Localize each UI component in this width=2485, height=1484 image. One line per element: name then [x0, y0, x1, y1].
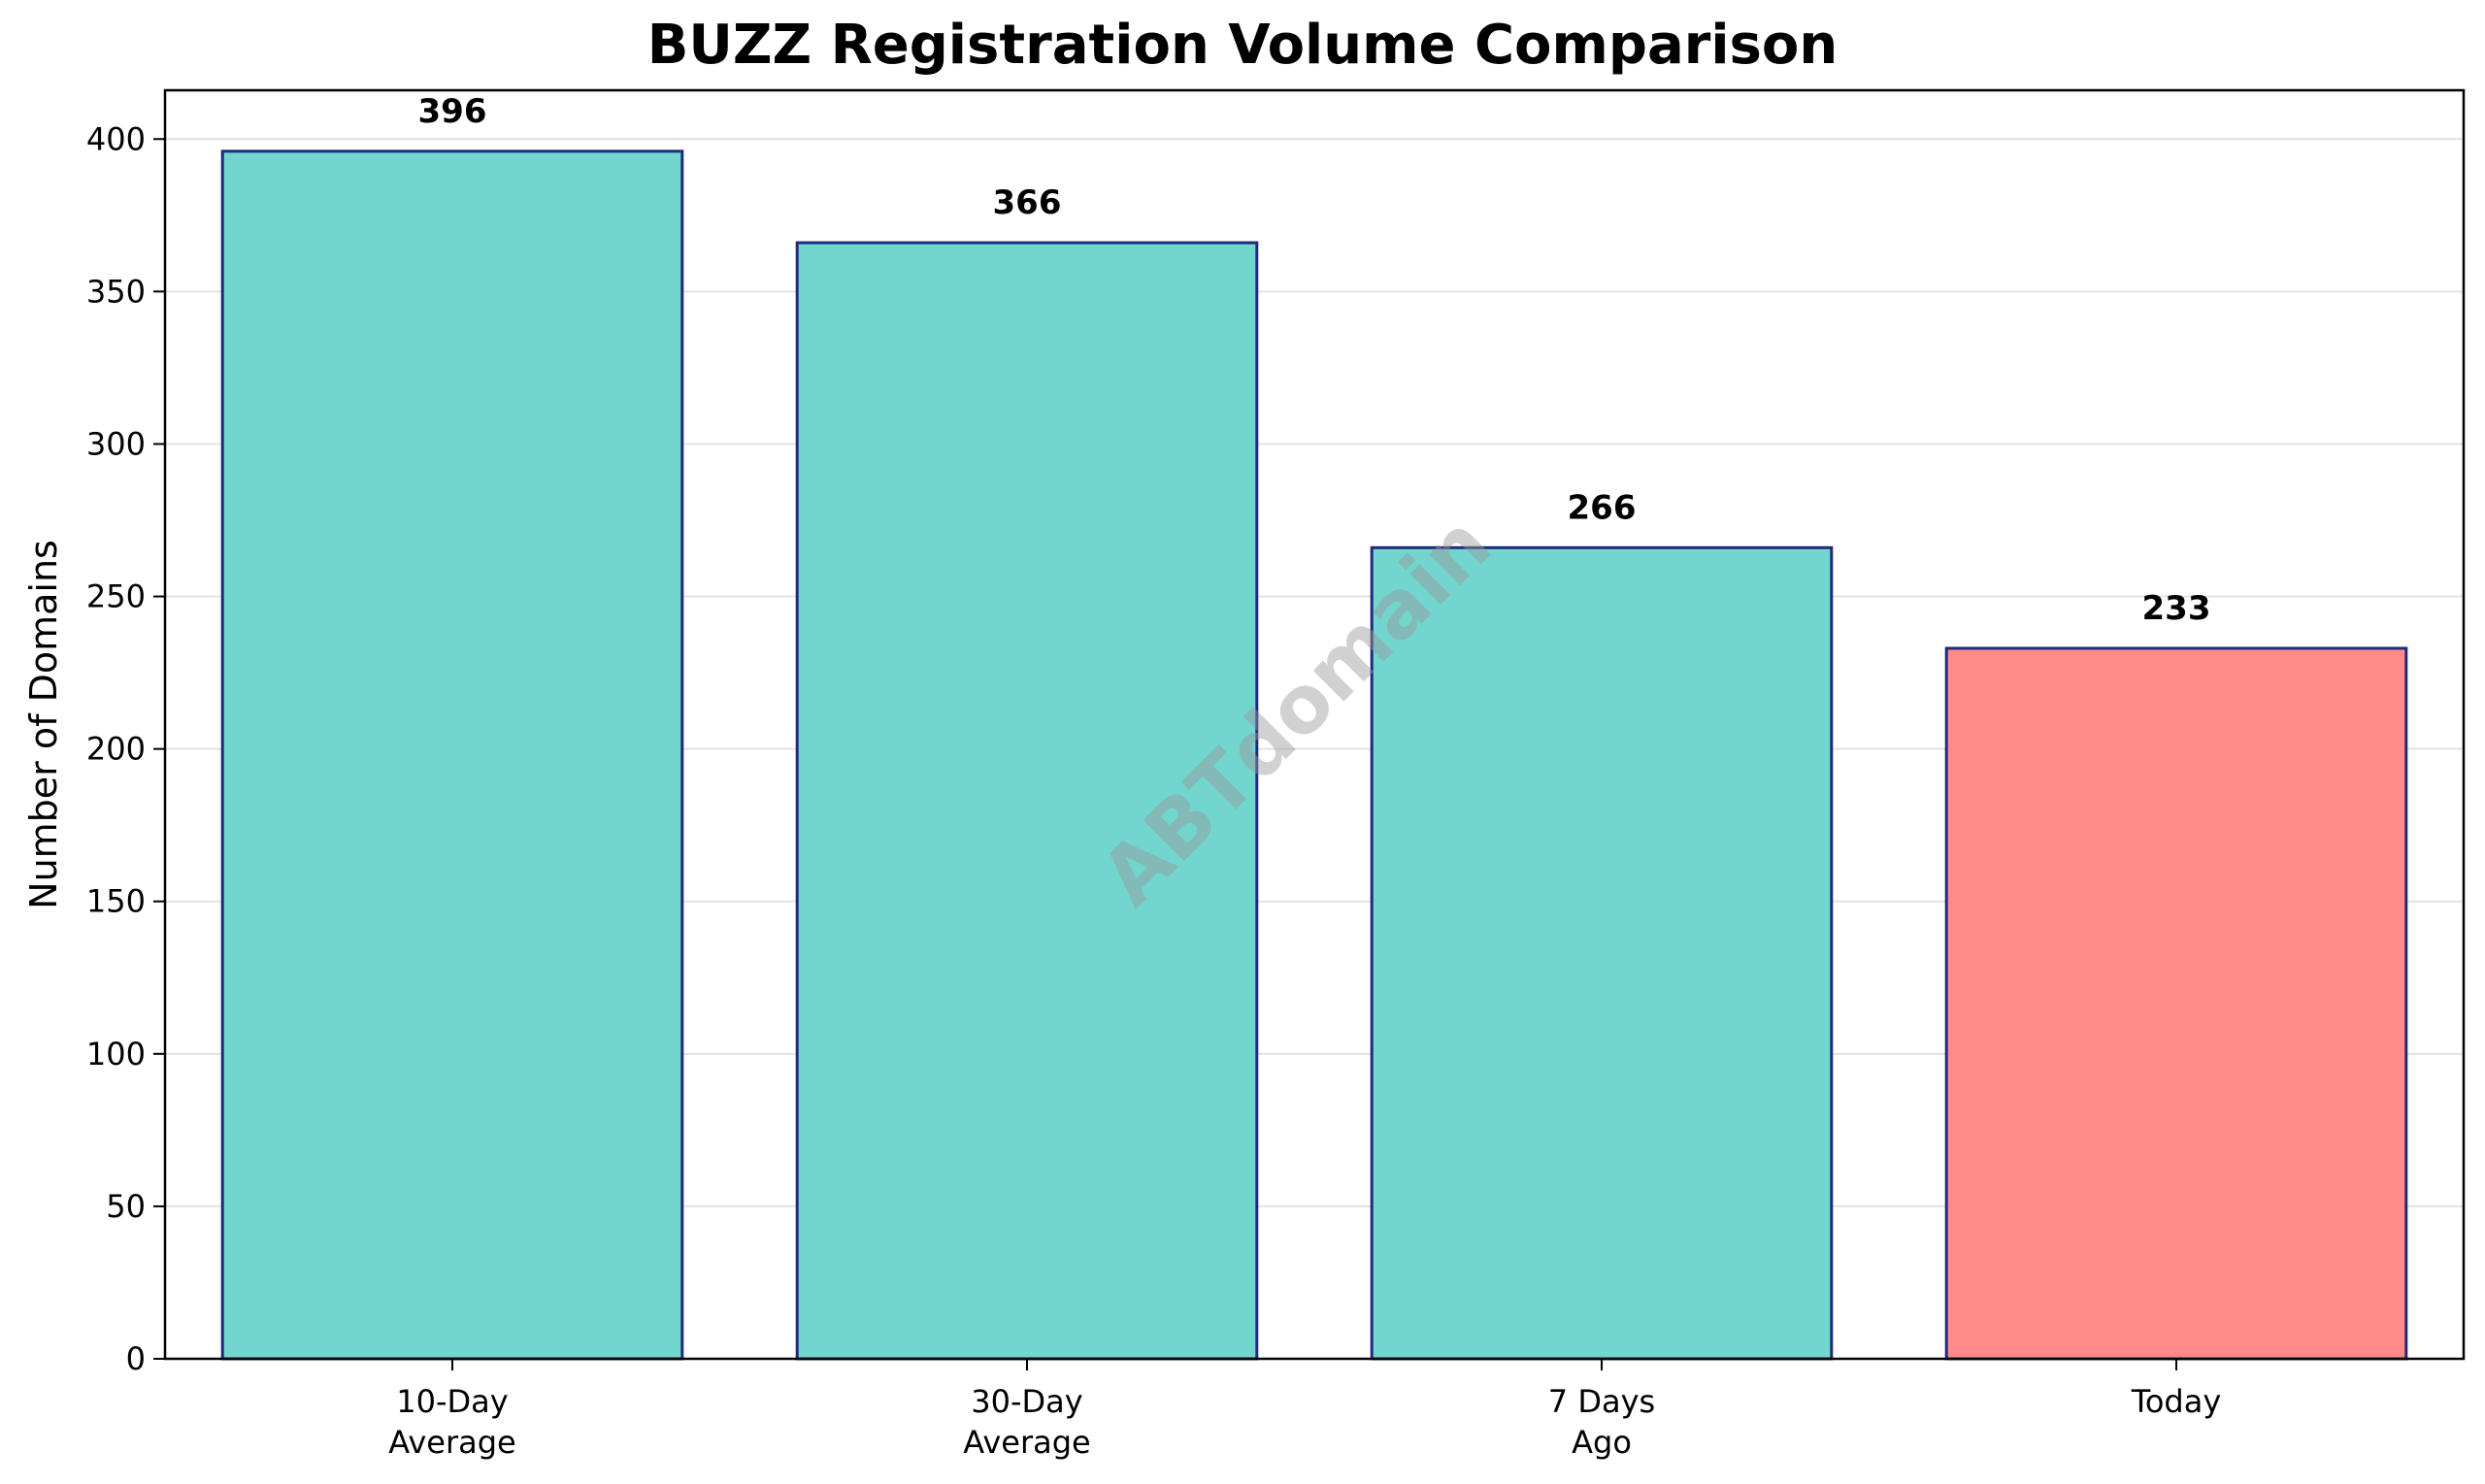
bar	[220, 149, 684, 1361]
axes	[163, 88, 2466, 1361]
x-ticks: 10-Day Average 30-Day Average 7 Days Ago Today	[388, 1359, 2221, 1461]
y-tick-label: 400	[86, 120, 146, 157]
plot-frame	[163, 88, 2466, 1361]
bar	[795, 241, 1259, 1361]
y-tick-label: 250	[86, 578, 146, 615]
x-tick-label: Ago	[1572, 1424, 1632, 1461]
y-tick-label: 150	[86, 883, 146, 920]
x-tick-label: Today	[2131, 1383, 2222, 1420]
y-tick-label: 350	[86, 273, 146, 310]
y-tick-label: 200	[86, 731, 146, 768]
x-tick-label: 7 Days	[1548, 1383, 1655, 1420]
bar-value-label: 366	[993, 183, 1062, 222]
bar-value-label: 266	[1568, 488, 1637, 527]
y-tick-label: 300	[86, 425, 146, 462]
bar	[1944, 646, 2408, 1361]
y-ticks: 0 50 100 150 200 250 300 350 400	[86, 120, 165, 1377]
bar-value-label: 233	[2142, 589, 2211, 628]
x-tick-label: Average	[963, 1424, 1090, 1461]
x-tick-label: 30-Day	[971, 1383, 1082, 1420]
y-tick-label: 0	[126, 1340, 146, 1377]
bar	[1370, 545, 1834, 1361]
x-tick-label: 10-Day	[396, 1383, 508, 1420]
bar-value-label: 396	[418, 92, 487, 131]
x-tick-label: Average	[388, 1424, 515, 1461]
y-tick-label: 50	[106, 1188, 146, 1225]
value-labels: 396 366 266 233	[418, 92, 2211, 628]
y-axis-label: Number of Domains	[22, 540, 65, 909]
chart-title: BUZZ Registration Volume Comparison	[646, 14, 1839, 77]
y-tick-label: 100	[86, 1036, 146, 1072]
bars	[220, 149, 2408, 1361]
